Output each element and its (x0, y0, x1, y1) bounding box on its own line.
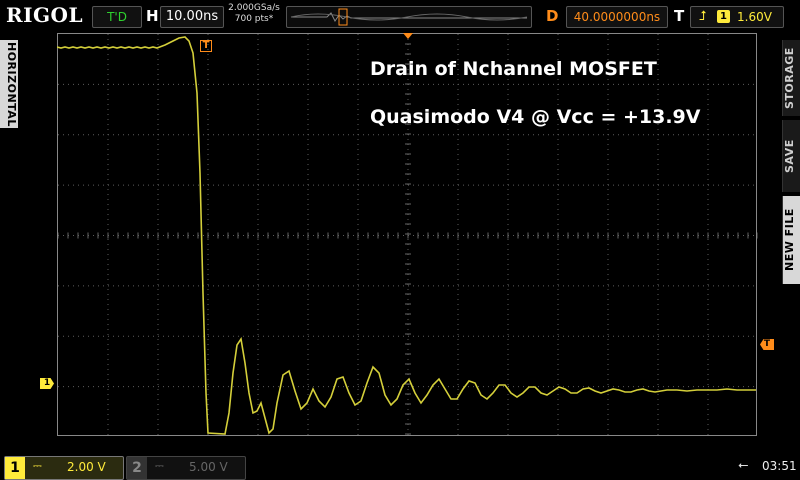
ch1-number: 1 (5, 457, 25, 479)
ch2-vertical-scale: 5.00 V (189, 460, 228, 474)
horizontal-scale-value[interactable]: 10.00ns (160, 6, 224, 28)
usb-icon: ⭠ (738, 458, 749, 473)
rising-edge-icon: ⮥ (699, 9, 707, 24)
system-clock: 03:51 (762, 459, 797, 473)
horizontal-tab-label: HORIZONTAL (5, 41, 18, 127)
ch1-waveform-trace (57, 36, 756, 435)
sample-rate: 2.000GSa/s (228, 3, 280, 13)
ch1-waveform-area (57, 36, 756, 435)
rigol-logo: RIGOL (6, 3, 84, 27)
ch1-vertical-scale: 2.00 V (67, 460, 106, 474)
dc-coupling-icon: ⎓ (155, 459, 164, 472)
run-status-badge[interactable]: T'D (92, 6, 142, 28)
storage-tab[interactable]: STORAGE (782, 40, 800, 116)
storage-tab-label: STORAGE (783, 47, 796, 109)
delay-label: D (546, 7, 559, 25)
memory-depth: 700 pts* (234, 14, 274, 24)
trigger-label: T (674, 7, 685, 25)
annotation-line-1: Drain of Nchannel MOSFET (370, 58, 657, 80)
save-tab[interactable]: SAVE (782, 120, 800, 192)
new-file-tab-label: NEW FILE (783, 208, 796, 272)
horizontal-label: H (146, 7, 159, 25)
annotation-line-2: Quasimodo V4 @ Vcc = +13.9V (370, 106, 701, 128)
memory-waveform-preview (290, 8, 528, 26)
trigger-level: 1.60V (737, 10, 772, 24)
ch1-settings[interactable]: 1 ⎓ 2.00 V (4, 456, 124, 480)
save-tab-label: SAVE (783, 139, 796, 173)
horizontal-tab[interactable]: HORIZONTAL (0, 40, 18, 128)
trigger-source: 1 (717, 10, 730, 23)
acquisition-info: 2.000GSa/s 700 pts* (228, 3, 280, 25)
graticule (57, 33, 759, 437)
memory-position-bar[interactable] (286, 6, 532, 28)
trigger-settings[interactable]: ⮥ 1 1.60V (690, 6, 784, 28)
ch2-settings[interactable]: 2 ⎓ 5.00 V (126, 456, 246, 480)
trigger-position-marker[interactable]: T (200, 40, 212, 52)
horizontal-center-marker (403, 33, 413, 39)
delay-value[interactable]: 40.0000000ns (566, 6, 668, 28)
ch2-number: 2 (127, 457, 147, 479)
dc-coupling-icon: ⎓ (33, 459, 42, 472)
ch1-offset-marker[interactable]: 1 (40, 378, 54, 389)
trigger-level-marker[interactable]: T (760, 339, 774, 350)
new-file-tab[interactable]: NEW FILE (782, 196, 800, 284)
